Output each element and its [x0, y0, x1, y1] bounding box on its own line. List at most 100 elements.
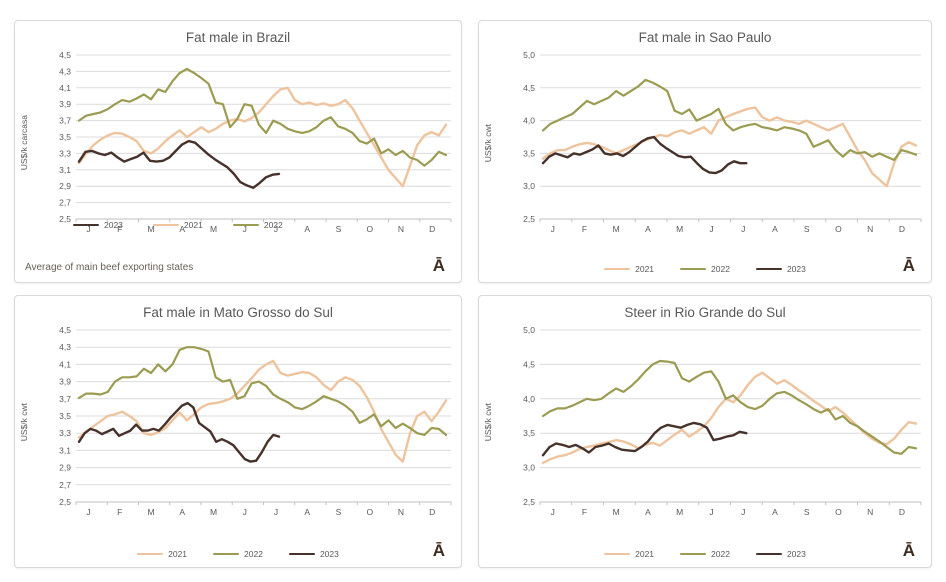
svg-text:O: O [366, 507, 373, 517]
svg-text:5,0: 5,0 [523, 325, 535, 335]
legend-swatch-2022 [680, 552, 707, 556]
svg-text:4,1: 4,1 [59, 359, 71, 369]
svg-text:2,5: 2,5 [59, 214, 71, 224]
svg-text:D: D [429, 224, 435, 234]
svg-text:S: S [804, 507, 810, 517]
svg-text:4,1: 4,1 [59, 83, 71, 93]
legend-swatch-2022 [232, 223, 259, 227]
legend: 2021 2022 2023 [479, 264, 931, 274]
svg-text:3,7: 3,7 [59, 116, 71, 126]
svg-text:4,5: 4,5 [523, 359, 535, 369]
legend-item-2022: 2022 [680, 264, 730, 274]
legend-item-2021: 2021 [152, 220, 203, 230]
panel-fat-male-mato-grosso-do-sul: Fat male in Mato Grosso do Sul US$/k cwt… [14, 295, 462, 568]
svg-text:M: M [613, 507, 620, 517]
svg-text:N: N [398, 224, 404, 234]
svg-text:J: J [551, 224, 555, 234]
y-axis-label: US$/k carcasa [18, 115, 29, 171]
svg-text:A: A [772, 224, 778, 234]
svg-text:N: N [867, 507, 873, 517]
legend-label-2022: 2022 [244, 549, 263, 559]
svg-text:2,5: 2,5 [59, 497, 71, 507]
svg-text:3,5: 3,5 [59, 132, 71, 142]
svg-text:N: N [867, 224, 873, 234]
svg-text:A: A [304, 224, 310, 234]
svg-text:F: F [582, 224, 587, 234]
svg-text:F: F [117, 224, 122, 234]
legend: 2021 2022 2023 [15, 549, 461, 559]
legend-swatch-2021 [137, 552, 164, 556]
svg-text:3,7: 3,7 [59, 394, 71, 404]
panel-fat-male-sao-paulo: Fat male in Sao Paulo US$/k cwt 5,0 4,5 4,… [478, 20, 932, 283]
legend-item-2023: 2023 [755, 549, 806, 559]
svg-text:3,3: 3,3 [59, 148, 71, 158]
y-axis-label: US$/k cwt [18, 402, 29, 442]
mato-grosso-chart-plot: 4,5 4,3 4,1 3,9 3,7 3,5 3,3 3,1 2,9 2,7 2,5 J F M A M J J… [59, 325, 452, 517]
svg-text:N: N [398, 507, 404, 517]
chart-area: US$/k cwt 5,0 4,5 4,0 3,5 3,0 2,5 J F M A M J J A S O N D [479, 322, 931, 522]
legend-item-2021: 2021 [604, 264, 654, 274]
svg-text:4,0: 4,0 [523, 394, 535, 404]
logo-glyph: Ā [432, 541, 445, 560]
legend-label-2023: 2023 [786, 264, 806, 274]
charts-grid: Fat male in Brazil US$/k carcasa 4,5 4,3 4… [14, 20, 932, 568]
svg-text:2,9: 2,9 [59, 181, 71, 191]
y-axis-label: US$/k cwt [482, 123, 493, 163]
legend: 2021 2022 2023 [479, 549, 931, 559]
legend-swatch-2023 [755, 267, 782, 271]
svg-text:S: S [804, 224, 810, 234]
legend-swatch-2023 [73, 223, 99, 227]
chart-title: Steer in Rio Grande do Sul [624, 305, 786, 320]
svg-text:4,5: 4,5 [59, 50, 71, 60]
svg-text:2,7: 2,7 [59, 198, 71, 208]
legend-label-2022: 2022 [711, 264, 730, 274]
rio-grande-chart-plot: 5,0 4,5 4,0 3,5 3,0 2,5 J F M A M J J A S O N D [523, 325, 922, 517]
svg-text:J: J [709, 507, 713, 517]
sao-paulo-chart-plot: 5,0 4,5 4,0 3,5 3,0 2,5 J F M A M J J A S O N D [523, 50, 922, 234]
legend-label-2021: 2021 [168, 549, 188, 559]
svg-text:J: J [243, 507, 247, 517]
legend-label-2022: 2022 [263, 220, 283, 230]
svg-text:4,0: 4,0 [523, 116, 535, 126]
svg-text:4,5: 4,5 [523, 83, 535, 93]
legend-swatch-2023 [755, 552, 782, 556]
svg-text:A: A [772, 507, 778, 517]
svg-text:O: O [835, 507, 842, 517]
legend-item-2021: 2021 [604, 549, 654, 559]
legend-item-2023: 2023 [73, 220, 123, 230]
svg-text:M: M [210, 507, 217, 517]
svg-text:J: J [274, 224, 278, 234]
svg-text:O: O [366, 224, 373, 234]
svg-text:A: A [179, 507, 185, 517]
legend-swatch-2021 [604, 267, 631, 271]
svg-text:J: J [741, 507, 745, 517]
chart-area: US$/k carcasa 4,5 4,3 4,1 3,9 3,7 3,5 3,3 3,1 2,… [15, 47, 461, 239]
svg-text:3,0: 3,0 [523, 463, 535, 473]
legend-label-2021: 2021 [635, 549, 655, 559]
chart-area: US$/k cwt 4,5 4,3 4,1 3,9 3,7 3,5 3,3 3,1 2,9 2,7… [15, 322, 461, 522]
legend-item-2021: 2021 [137, 549, 187, 559]
svg-text:4,5: 4,5 [59, 325, 71, 335]
panel-fat-male-brazil: Fat male in Brazil US$/k carcasa 4,5 4,3 4… [14, 20, 462, 283]
svg-text:J: J [551, 507, 555, 517]
svg-text:2,5: 2,5 [523, 214, 535, 224]
brazil-chart-plot: 4,5 4,3 4,1 3,9 3,7 3,5 3,3 3,1 2,9 2,7 2,5 J F M A M J J… [59, 50, 452, 234]
logo-glyph: Ā [902, 256, 915, 275]
svg-text:2,9: 2,9 [59, 463, 71, 473]
legend-label-2021: 2021 [635, 264, 655, 274]
legend-swatch-2021 [604, 552, 631, 556]
svg-text:A: A [304, 507, 310, 517]
svg-text:3,5: 3,5 [523, 148, 535, 158]
svg-text:A: A [645, 224, 651, 234]
legend-item-2022: 2022 [213, 549, 263, 559]
svg-text:O: O [835, 224, 842, 234]
svg-text:A: A [179, 224, 185, 234]
svg-text:M: M [147, 224, 154, 234]
chart-title: Fat male in Mato Grosso do Sul [143, 305, 333, 320]
svg-text:3,9: 3,9 [59, 99, 71, 109]
svg-text:4,3: 4,3 [59, 342, 71, 352]
svg-text:3,0: 3,0 [523, 181, 535, 191]
legend-label-2023: 2023 [319, 549, 339, 559]
legend-label-2023: 2023 [104, 220, 123, 230]
chart-title: Fat male in Brazil [185, 30, 291, 45]
